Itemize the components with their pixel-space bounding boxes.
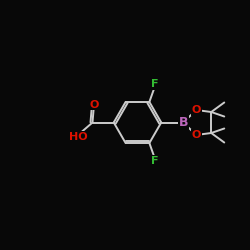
Text: F: F	[151, 80, 158, 90]
Text: HO: HO	[69, 132, 87, 142]
Text: O: O	[192, 130, 201, 140]
Text: B: B	[178, 116, 188, 129]
Text: O: O	[89, 100, 99, 110]
Text: F: F	[151, 156, 158, 166]
Text: O: O	[192, 105, 201, 115]
